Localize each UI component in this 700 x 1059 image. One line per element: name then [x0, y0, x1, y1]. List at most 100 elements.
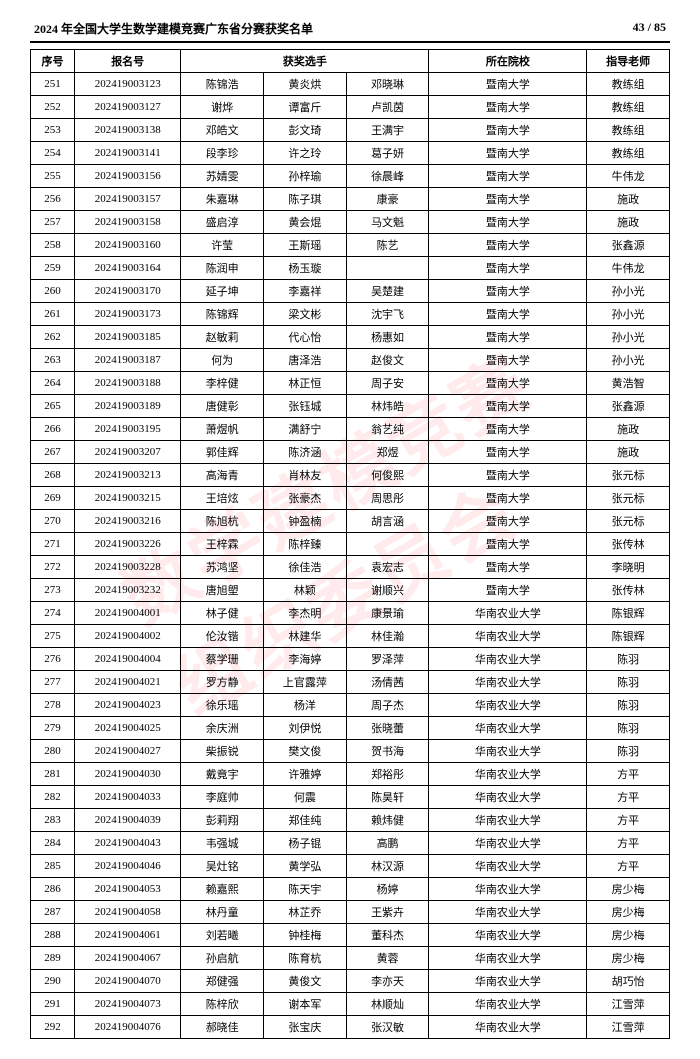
cell-member-3: 王紫卉	[346, 901, 429, 924]
cell-seq: 257	[31, 211, 75, 234]
cell-advisor: 方平	[587, 809, 670, 832]
cell-member-3: 郑裕彤	[346, 763, 429, 786]
cell-reg: 202419003170	[75, 280, 181, 303]
cell-reg: 202419003189	[75, 395, 181, 418]
cell-member-1: 陈锦辉	[181, 303, 264, 326]
cell-reg: 202419004030	[75, 763, 181, 786]
cell-school: 华南农业大学	[429, 901, 587, 924]
cell-member-1: 孙启航	[181, 947, 264, 970]
cell-member-3: 张晓蕾	[346, 717, 429, 740]
cell-school: 暨南大学	[429, 280, 587, 303]
doc-title: 2024 年全国大学生数学建模竞赛广东省分赛获奖名单	[34, 20, 313, 37]
cell-seq: 281	[31, 763, 75, 786]
cell-reg: 202419004039	[75, 809, 181, 832]
cell-member-3	[346, 257, 429, 280]
cell-member-2: 徐佳浩	[264, 556, 347, 579]
cell-member-3: 翁艺纯	[346, 418, 429, 441]
page-header: 2024 年全国大学生数学建模竞赛广东省分赛获奖名单 43 / 85	[30, 20, 670, 43]
cell-advisor: 张鑫源	[587, 234, 670, 257]
cell-seq: 284	[31, 832, 75, 855]
table-row: 280202419004027柴振锐樊文俊贺书海华南农业大学陈羽	[31, 740, 670, 763]
cell-seq: 274	[31, 602, 75, 625]
cell-advisor: 张鑫源	[587, 395, 670, 418]
cell-school: 暨南大学	[429, 142, 587, 165]
cell-reg: 202419003216	[75, 510, 181, 533]
cell-school: 暨南大学	[429, 510, 587, 533]
cell-member-2: 林建华	[264, 625, 347, 648]
cell-member-3: 王满宇	[346, 119, 429, 142]
cell-member-1: 陈梓欣	[181, 993, 264, 1016]
table-row: 275202419004002伦汝锴林建华林佳瀚华南农业大学陈银辉	[31, 625, 670, 648]
cell-advisor: 陈羽	[587, 717, 670, 740]
cell-member-3: 卢凯茵	[346, 96, 429, 119]
cell-reg: 202419003195	[75, 418, 181, 441]
cell-member-1: 谢烨	[181, 96, 264, 119]
cell-member-3: 黄蓉	[346, 947, 429, 970]
cell-seq: 267	[31, 441, 75, 464]
cell-reg: 202419003207	[75, 441, 181, 464]
cell-member-3	[346, 533, 429, 556]
table-row: 292202419004076郝晓佳张宝庆张汉敏华南农业大学江雪萍	[31, 1016, 670, 1039]
table-row: 263202419003187何为唐泽浩赵俊文暨南大学孙小光	[31, 349, 670, 372]
cell-school: 华南农业大学	[429, 878, 587, 901]
cell-seq: 276	[31, 648, 75, 671]
cell-member-2: 孙梓瑜	[264, 165, 347, 188]
cell-school: 暨南大学	[429, 441, 587, 464]
cell-school: 华南农业大学	[429, 809, 587, 832]
cell-seq: 255	[31, 165, 75, 188]
cell-seq: 266	[31, 418, 75, 441]
cell-member-1: 盛启淳	[181, 211, 264, 234]
cell-advisor: 教练组	[587, 142, 670, 165]
award-table: 序号 报名号 获奖选手 所在院校 指导老师 251202419003123陈锦浩…	[30, 49, 670, 1039]
cell-member-1: 李庭帅	[181, 786, 264, 809]
cell-member-3: 周子安	[346, 372, 429, 395]
cell-member-1: 韦强城	[181, 832, 264, 855]
table-row: 287202419004058林丹童林芷乔王紫卉华南农业大学房少梅	[31, 901, 670, 924]
cell-member-3: 贺书海	[346, 740, 429, 763]
cell-advisor: 黄浩智	[587, 372, 670, 395]
cell-member-3: 陈昊轩	[346, 786, 429, 809]
col-seq: 序号	[31, 50, 75, 73]
cell-member-2: 杨洋	[264, 694, 347, 717]
cell-advisor: 张元标	[587, 510, 670, 533]
cell-advisor: 张传林	[587, 533, 670, 556]
cell-reg: 202419003185	[75, 326, 181, 349]
cell-member-1: 赵敏莉	[181, 326, 264, 349]
cell-member-3: 杨婷	[346, 878, 429, 901]
cell-reg: 202419004021	[75, 671, 181, 694]
cell-member-1: 蔡学珊	[181, 648, 264, 671]
cell-reg: 202419004058	[75, 901, 181, 924]
cell-seq: 254	[31, 142, 75, 165]
cell-school: 华南农业大学	[429, 671, 587, 694]
cell-member-2: 许雅婷	[264, 763, 347, 786]
cell-seq: 263	[31, 349, 75, 372]
cell-member-3: 何俊熙	[346, 464, 429, 487]
cell-advisor: 方平	[587, 763, 670, 786]
cell-reg: 202419003157	[75, 188, 181, 211]
cell-member-2: 彭文琦	[264, 119, 347, 142]
cell-advisor: 张元标	[587, 464, 670, 487]
cell-member-1: 何为	[181, 349, 264, 372]
table-row: 258202419003160许莹王斯瑶陈艺暨南大学张鑫源	[31, 234, 670, 257]
cell-member-2: 王斯瑶	[264, 234, 347, 257]
cell-member-2: 李杰明	[264, 602, 347, 625]
cell-advisor: 胡巧怡	[587, 970, 670, 993]
cell-advisor: 施政	[587, 418, 670, 441]
cell-member-3: 徐晨峰	[346, 165, 429, 188]
cell-member-2: 唐泽浩	[264, 349, 347, 372]
cell-seq: 283	[31, 809, 75, 832]
cell-member-3: 胡言涵	[346, 510, 429, 533]
cell-school: 暨南大学	[429, 372, 587, 395]
cell-member-3: 林顺灿	[346, 993, 429, 1016]
cell-seq: 270	[31, 510, 75, 533]
cell-member-2: 张豪杰	[264, 487, 347, 510]
cell-member-1: 苏婧雯	[181, 165, 264, 188]
cell-reg: 202419003228	[75, 556, 181, 579]
cell-school: 暨南大学	[429, 326, 587, 349]
cell-reg: 202419003188	[75, 372, 181, 395]
cell-school: 华南农业大学	[429, 763, 587, 786]
cell-seq: 265	[31, 395, 75, 418]
cell-seq: 275	[31, 625, 75, 648]
col-reg: 报名号	[75, 50, 181, 73]
cell-seq: 290	[31, 970, 75, 993]
